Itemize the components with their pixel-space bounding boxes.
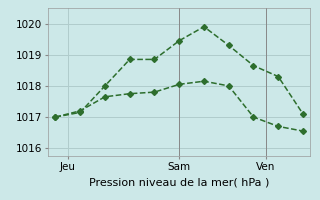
X-axis label: Pression niveau de la mer( hPa ): Pression niveau de la mer( hPa ) — [89, 177, 269, 187]
